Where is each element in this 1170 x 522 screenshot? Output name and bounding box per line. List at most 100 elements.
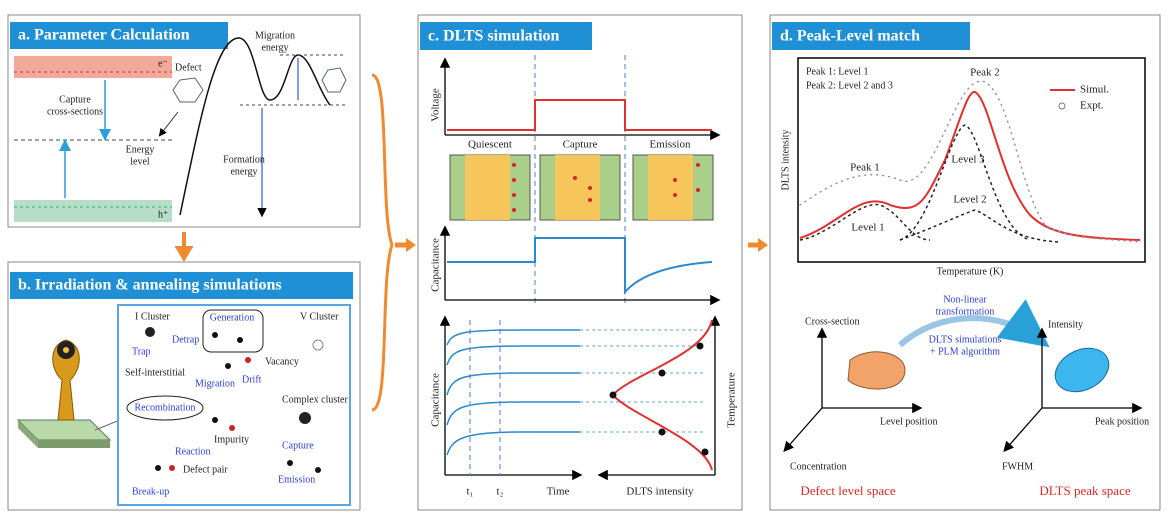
panel-d-label: DLTS simulations — [929, 334, 1002, 345]
panel-d-label: Cross-section — [805, 316, 859, 327]
panel-b-label: Break-up — [132, 486, 169, 497]
panel-a-line — [158, 111, 179, 137]
panel-d-label: d. Peak-Level match — [780, 28, 920, 45]
panel-d-label: Peak 2 — [970, 67, 1000, 79]
panel-b-polygon — [38, 440, 110, 448]
panel-b-line — [94, 419, 121, 431]
panel-b-rect — [10, 272, 353, 299]
panel-b-label: Complex cluster — [282, 394, 348, 405]
panel-d-label: transformation — [936, 306, 995, 317]
panel-d-label: Peak position — [1095, 416, 1149, 427]
panel-c-g-circle — [512, 208, 516, 212]
panel-c-g-circle — [512, 163, 516, 167]
panel-c-g-circle — [696, 342, 704, 350]
panel-d-label: Non-linear — [943, 294, 987, 305]
panel-a-label: Defect — [175, 62, 202, 73]
panel-b-label: Trap — [132, 346, 151, 357]
panel-c-g-circle — [512, 178, 516, 182]
panel-b-circle — [299, 412, 311, 424]
panel-b-circle — [169, 465, 175, 471]
panel-c-g — [512, 163, 700, 212]
panel-d-path — [898, 299, 1050, 348]
panel-a-rect — [7, 14, 361, 228]
panel-c-rect — [555, 155, 600, 220]
panel-d-path — [847, 351, 906, 390]
panel-d-label: Temperature (K) — [937, 266, 1004, 277]
panel-b-label: Drift — [242, 374, 262, 385]
panel-a-polygon — [172, 77, 204, 103]
panel-d-label: Level 3 — [951, 154, 985, 166]
panel-c-g-circle — [658, 369, 666, 377]
panel-d-rect — [797, 57, 1146, 263]
panel-a-label: energy — [261, 42, 288, 53]
panel-d-label: Level 1 — [851, 222, 884, 234]
panel-c-g-path — [446, 345, 580, 366]
panel-d-label: FWHM — [1002, 461, 1033, 472]
panel-b-label: Reaction — [175, 446, 211, 457]
panel-c-g-circle — [696, 188, 700, 192]
panel-a-label: Capture — [59, 94, 91, 105]
panel-c-rect — [465, 155, 510, 220]
panel-c-g — [580, 329, 705, 433]
panel-a-label: cross-sections — [47, 106, 103, 117]
panel-d-line — [783, 407, 823, 452]
panel-b-circle — [245, 357, 251, 363]
panel-d-label: Level 2 — [953, 194, 986, 206]
panel-a-rect — [14, 200, 172, 222]
panel-c-label: c. DLTS simulation — [428, 28, 560, 45]
panel-c-label: Time — [547, 486, 570, 498]
panel-b-circle — [287, 460, 293, 466]
panel-d-label: Expt. — [1080, 100, 1104, 112]
panel-b-label: Capture — [282, 440, 314, 451]
panel-d-label: + PLM algorithm — [930, 346, 1000, 357]
panel-c-path — [447, 99, 712, 131]
panel-b-label: Self-interstitial — [125, 367, 185, 378]
panel-b-circle — [229, 425, 235, 431]
panel-c-label: t₁ — [467, 486, 474, 498]
panel-b-label: Recombination — [134, 402, 195, 413]
panel-c-g — [446, 329, 580, 456]
panel-b-circle — [237, 337, 243, 343]
panel-d-g-path — [899, 124, 1031, 241]
panel-a-label: e⁻ — [158, 58, 168, 69]
panel-b-circle — [145, 327, 155, 337]
panel-c: c. DLTS simulation Voltage Quiescent Cap… — [417, 14, 743, 511]
panel-d-label: Defect level space — [800, 483, 896, 498]
panel-c-g-circle — [701, 448, 709, 456]
panel-c-g-path — [446, 372, 580, 396]
panel-b-rect — [117, 304, 351, 506]
panel-a: a. Parameter Calculation e⁻ h⁺ Capture c… — [7, 14, 361, 228]
panel-b-circle — [212, 332, 218, 338]
panel-d-label: DLTS peak space — [1039, 483, 1130, 498]
panel-d-label: Peak 1 — [850, 162, 880, 174]
panel-c-g-path — [446, 431, 580, 456]
panel-b-label: b. Irradiation & annealing simulations — [18, 277, 282, 294]
panel-b-label: Generation — [210, 312, 254, 323]
panel-b-circle — [225, 363, 231, 369]
panel-c-rect — [648, 155, 693, 220]
panel-c-label: Temperature — [726, 372, 738, 428]
panel-d: d. Peak-Level match Peak 1: Level 1 Peak… — [769, 14, 1161, 511]
panel-c-g-path — [446, 401, 580, 426]
panel-a-label: a. Parameter Calculation — [18, 27, 190, 44]
panel-c-g-circle — [573, 176, 577, 180]
panel-d-line — [1003, 407, 1043, 452]
panel-b-rect — [202, 309, 264, 353]
panel-c-label: Capture — [563, 139, 598, 151]
panel-a-label: energy — [230, 166, 257, 177]
panel-c-g-circle — [588, 198, 592, 202]
panel-b-label: V Cluster — [300, 311, 339, 322]
panel-b-circle — [315, 467, 321, 473]
panel-d-g-path — [899, 209, 1061, 243]
panel-c-label: DLTS intensity — [626, 486, 694, 498]
panel-d-path — [799, 91, 1141, 241]
panel-c-g — [609, 342, 709, 456]
panel-b-label: I Cluster — [135, 311, 170, 322]
panel-a-label: h⁺ — [158, 209, 168, 220]
panel-a-label: Migration — [255, 30, 295, 41]
panel-a-rect — [14, 56, 172, 78]
panel-c-g-circle — [673, 178, 677, 182]
panel-a-label: Formation — [223, 154, 265, 165]
